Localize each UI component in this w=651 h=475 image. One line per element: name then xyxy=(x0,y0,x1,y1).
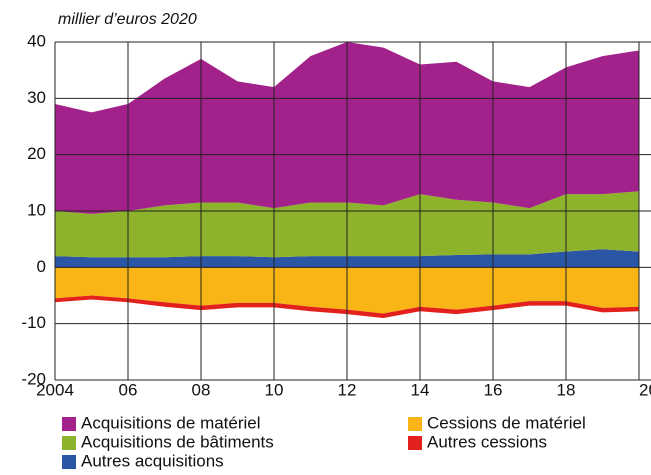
x-tick-label: 16 xyxy=(484,380,503,399)
legend-label: Acquisitions de bâtiments xyxy=(81,432,274,451)
x-tick-label: 20 xyxy=(639,380,651,399)
legend-label: Acquisitions de matériel xyxy=(81,413,261,432)
y-tick-label: 40 xyxy=(27,31,46,50)
x-tick-label: 06 xyxy=(119,380,138,399)
legend-swatch xyxy=(62,455,76,469)
x-tick-label: 08 xyxy=(192,380,211,399)
y-tick-label: 0 xyxy=(37,257,46,276)
x-tick-label: 10 xyxy=(265,380,284,399)
legend-swatch xyxy=(62,417,76,431)
legend-label: Autres acquisitions xyxy=(81,451,224,470)
chart-subtitle: millier d’euros 2020 xyxy=(58,11,197,28)
legend-label: Cessions de matériel xyxy=(427,413,586,432)
x-tick-label: 2004 xyxy=(36,380,74,399)
y-tick-label: 20 xyxy=(27,144,46,163)
legend-swatch xyxy=(62,436,76,450)
x-tick-label: 14 xyxy=(411,380,430,399)
y-tick-label: 30 xyxy=(27,88,46,107)
y-tick-label: -10 xyxy=(21,313,46,332)
legend-label: Autres cessions xyxy=(427,432,547,451)
legend-swatch xyxy=(408,436,422,450)
x-tick-label: 18 xyxy=(557,380,576,399)
y-tick-label: -20 xyxy=(21,369,46,388)
y-tick-label: 10 xyxy=(27,200,46,219)
legend-swatch xyxy=(408,417,422,431)
x-tick-label: 12 xyxy=(338,380,357,399)
